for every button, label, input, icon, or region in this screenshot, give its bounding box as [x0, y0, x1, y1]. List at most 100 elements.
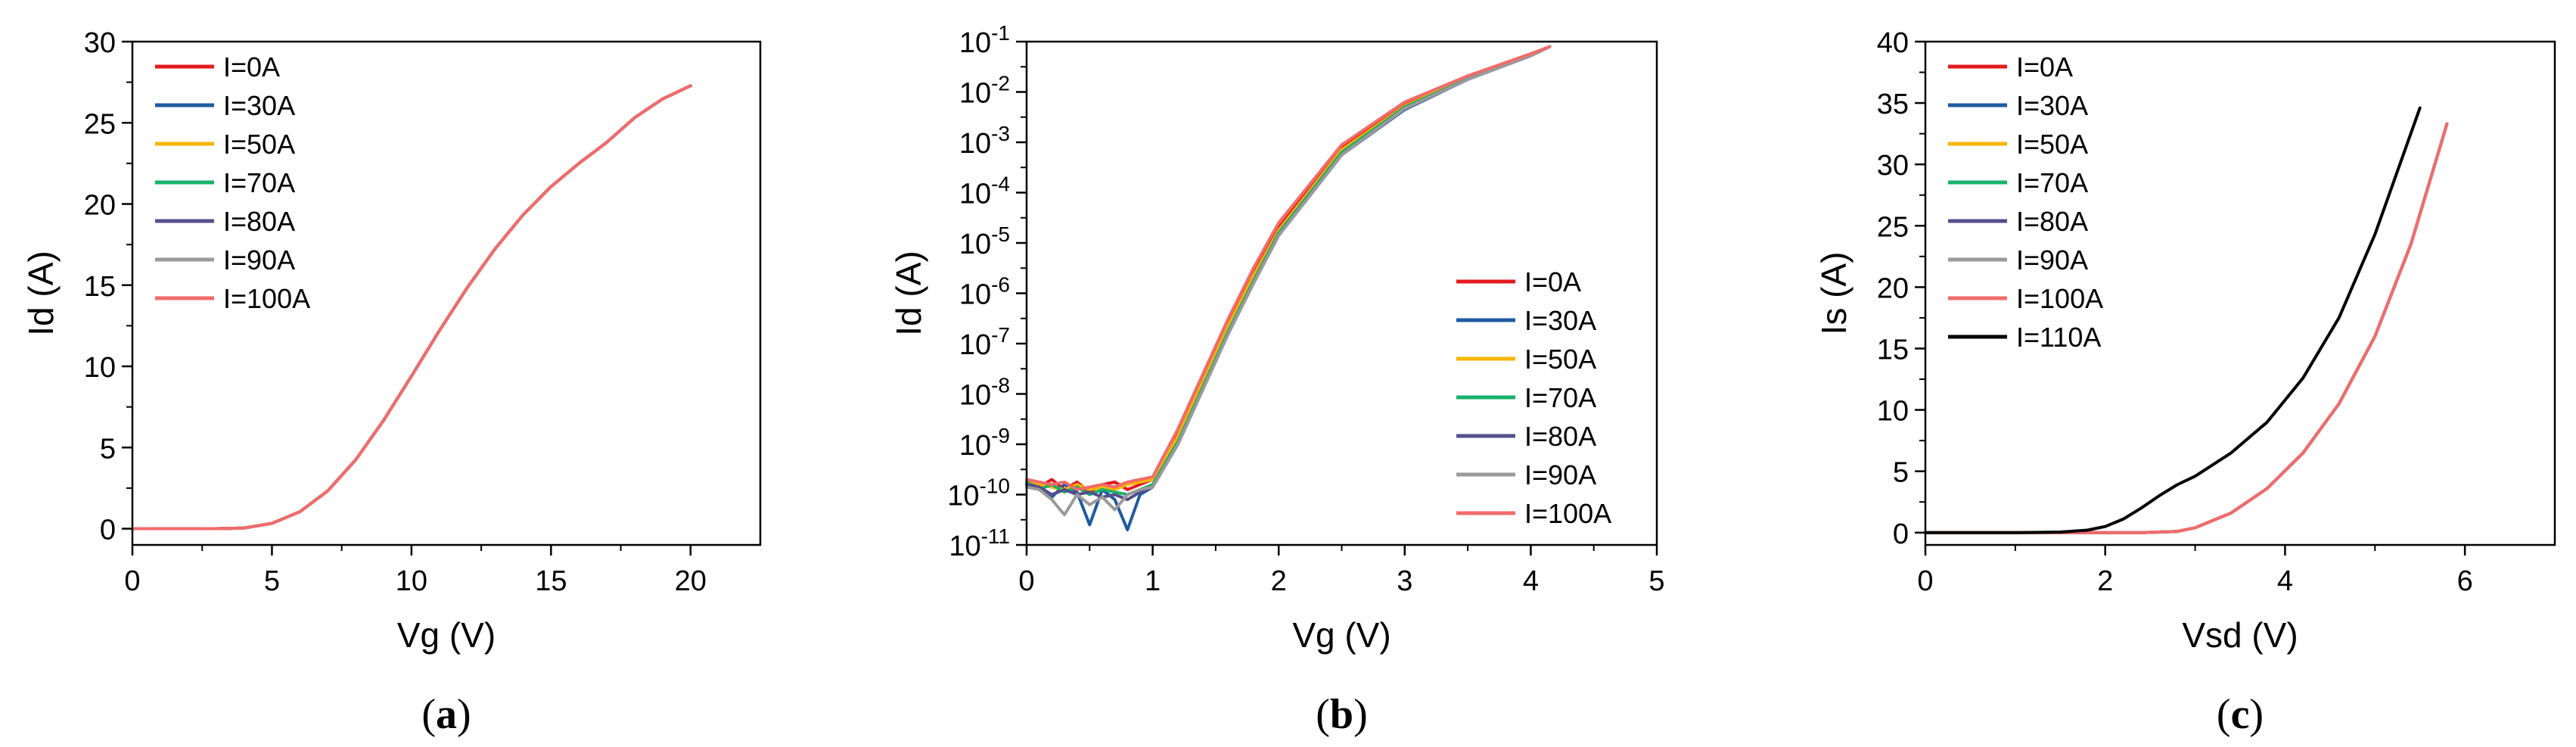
- y-tick-label: 10-7: [959, 323, 1010, 361]
- series-line-i-90a: [1924, 122, 2449, 534]
- legend-label: I=90A: [223, 244, 295, 275]
- y-tick-label: 30: [84, 27, 116, 59]
- panel-caption: (c): [2217, 691, 2264, 738]
- series-line-i-30a: [131, 84, 692, 531]
- series-line-i-80a: [1924, 122, 2449, 534]
- legend-label: I=100A: [1524, 498, 1611, 529]
- x-tick-label: 4: [1523, 565, 1539, 597]
- x-tick-label: 20: [675, 565, 707, 597]
- y-tick-label: 10: [1877, 396, 1909, 428]
- series-line-i-70a: [1025, 45, 1552, 496]
- series-line-i-50a: [1025, 45, 1552, 491]
- plot-frame: [131, 40, 762, 546]
- y-tick-label: 35: [1877, 89, 1909, 120]
- legend-label: I=0A: [2016, 51, 2073, 82]
- series-line-i-90a: [1025, 45, 1552, 517]
- series-line-i-0a: [1025, 45, 1552, 494]
- panel-caption: (b): [1316, 691, 1367, 738]
- y-tick-label: 10-10: [947, 475, 1010, 512]
- y-tick-label: 20: [1877, 272, 1909, 304]
- y-tick-label: 10-3: [959, 122, 1010, 160]
- x-tick-label: 0: [1018, 565, 1034, 597]
- legend-label: I=80A: [2016, 206, 2088, 237]
- y-tick-label: 20: [84, 190, 116, 222]
- legend-label: I=70A: [2016, 167, 2088, 198]
- legend-label: I=110A: [2016, 322, 2101, 353]
- series-line-i-100a: [1025, 45, 1552, 491]
- x-tick-label: 1: [1145, 565, 1161, 597]
- legend-label: I=0A: [1524, 266, 1581, 297]
- x-axis-label: Vg (V): [1292, 615, 1391, 655]
- x-tick-label: 0: [1917, 565, 1933, 597]
- y-tick-label: 10-8: [959, 374, 1010, 412]
- chart-panel-2: 0 1 2 3 4 5 10-11 10-10 10-9 10-8 10-7 10-6 10-5 10-4…: [889, 21, 1665, 738]
- series-line-i-30a: [1924, 122, 2449, 534]
- chart-panel-1: 0 5 10 15 20 0 5 10 15 20 25 30 Vg (V) Id (A) I=0A I=30…: [21, 27, 762, 738]
- series-line-i-0a: [131, 84, 692, 531]
- y-tick-label: 10-9: [959, 424, 1010, 462]
- x-tick-label: 5: [1648, 565, 1664, 597]
- series-line-i-70a: [131, 84, 692, 531]
- x-tick-label: 6: [2457, 565, 2473, 597]
- y-axis-label: Is (A): [1814, 252, 1854, 335]
- legend-label: I=80A: [223, 206, 295, 237]
- y-tick-label: 10-2: [959, 72, 1010, 110]
- legend-label: I=90A: [1524, 459, 1596, 490]
- series-line-i-80a: [1025, 45, 1552, 502]
- x-tick-label: 15: [535, 565, 567, 597]
- series-line-i-100a: [131, 84, 692, 531]
- y-axis-label: Id (A): [21, 251, 61, 335]
- x-tick-label: 3: [1397, 565, 1412, 597]
- series-line-i-110a: [1924, 106, 2422, 534]
- y-tick-label: 0: [100, 515, 116, 546]
- series-line-i-80a: [131, 84, 692, 531]
- x-tick-label: 10: [396, 565, 427, 597]
- y-tick-label: 40: [1877, 27, 1909, 59]
- legend-label: I=50A: [2016, 129, 2088, 160]
- y-axis-label: Id (A): [889, 251, 928, 335]
- y-tick-label: 10-6: [959, 273, 1010, 311]
- legend-label: I=70A: [1524, 382, 1596, 413]
- y-tick-label: 10-5: [959, 223, 1010, 260]
- series-line-i-30a: [1025, 45, 1552, 531]
- plot-frame: [1924, 40, 2556, 546]
- legend-label: I=70A: [223, 167, 295, 198]
- series-line-i-50a: [1924, 122, 2449, 534]
- y-tick-label: 10-1: [959, 21, 1010, 59]
- x-tick-label: 5: [264, 565, 280, 597]
- y-tick-label: 25: [1877, 211, 1909, 243]
- y-tick-label: 10-4: [959, 173, 1010, 210]
- legend-label: I=80A: [1524, 421, 1596, 452]
- y-tick-label: 25: [84, 108, 116, 140]
- x-tick-label: 0: [124, 565, 140, 597]
- y-tick-label: 5: [100, 433, 116, 465]
- legend-label: I=30A: [1524, 305, 1596, 336]
- series-line-i-0a: [1924, 122, 2449, 534]
- series-line-i-90a: [131, 84, 692, 531]
- legend-label: I=100A: [223, 283, 310, 314]
- legend-label: I=90A: [2016, 244, 2088, 275]
- legend-label: I=50A: [1524, 344, 1596, 375]
- legend-label: I=50A: [223, 129, 295, 160]
- y-tick-label: 5: [1893, 457, 1909, 489]
- x-tick-label: 2: [1271, 565, 1287, 597]
- legend-label: I=100A: [2016, 283, 2103, 314]
- x-axis-label: Vsd (V): [2182, 615, 2298, 655]
- panel-caption: (a): [421, 691, 471, 738]
- series-line-i-100a: [1924, 122, 2449, 534]
- y-tick-label: 0: [1893, 518, 1909, 550]
- y-tick-label: 10: [84, 352, 116, 384]
- x-axis-label: Vg (V): [397, 615, 496, 655]
- x-tick-label: 4: [2277, 565, 2293, 597]
- y-tick-label: 10-11: [949, 524, 1010, 562]
- series-line-i-70a: [1924, 122, 2449, 534]
- chart-panel-3: 0 2 4 6 0 5 10 15 20 25 30 35 40 Vsd (V) Is (A) I=0A I=3…: [1814, 27, 2556, 738]
- y-tick-label: 30: [1877, 150, 1909, 182]
- y-tick-label: 15: [1877, 334, 1909, 366]
- legend-label: I=30A: [223, 90, 295, 121]
- legend-label: I=0A: [223, 51, 280, 82]
- legend-label: I=30A: [2016, 90, 2088, 121]
- y-tick-label: 15: [84, 271, 116, 303]
- x-tick-label: 2: [2097, 565, 2113, 597]
